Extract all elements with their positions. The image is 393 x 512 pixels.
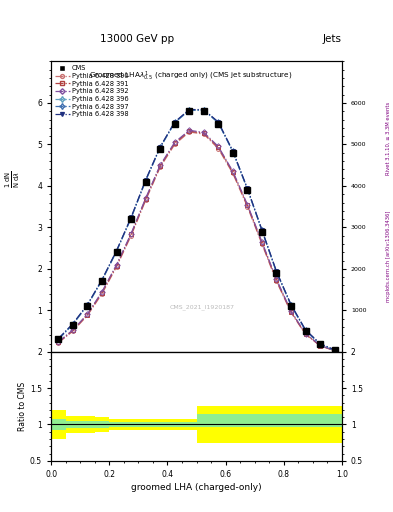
Text: CMS_2021_I1920187: CMS_2021_I1920187 <box>170 304 235 310</box>
Y-axis label: Ratio to CMS: Ratio to CMS <box>18 382 27 431</box>
Text: mcplots.cern.ch [arXiv:1306.3436]: mcplots.cern.ch [arXiv:1306.3436] <box>386 210 391 302</box>
Text: Jets: Jets <box>323 33 342 44</box>
Text: $\frac{1}{\mathrm{N}}\frac{\mathrm{d}\mathrm{N}}{\mathrm{d}\lambda}$: $\frac{1}{\mathrm{N}}\frac{\mathrm{d}\ma… <box>4 170 22 188</box>
Legend: CMS, Pythia 6.428 390, Pythia 6.428 391, Pythia 6.428 392, Pythia 6.428 396, Pyt: CMS, Pythia 6.428 390, Pythia 6.428 391,… <box>54 65 129 118</box>
Text: 13000 GeV pp: 13000 GeV pp <box>101 33 174 44</box>
X-axis label: groomed LHA (charged-only): groomed LHA (charged-only) <box>131 483 262 492</box>
Text: Groomed LHA$\lambda^1_{0.5}$ (charged only) (CMS jet substructure): Groomed LHA$\lambda^1_{0.5}$ (charged on… <box>89 70 292 83</box>
Text: Rivet 3.1.10, ≥ 3.3M events: Rivet 3.1.10, ≥ 3.3M events <box>386 101 391 175</box>
